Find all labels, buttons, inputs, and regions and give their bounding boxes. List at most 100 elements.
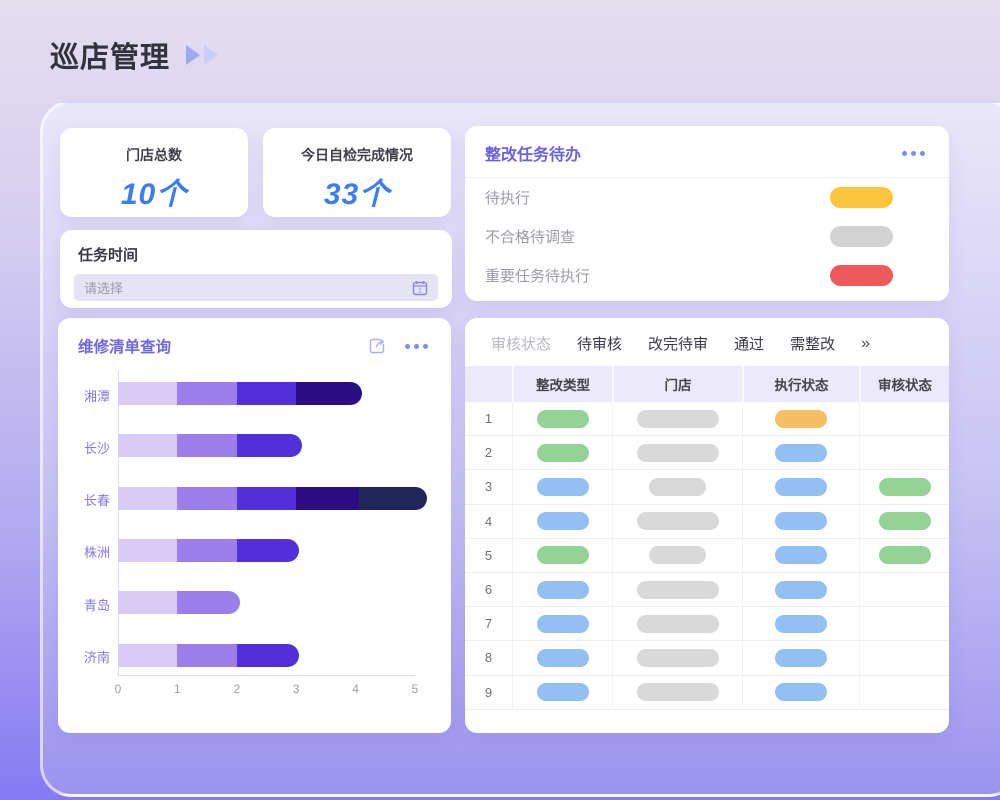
filter-label: 审核状态	[491, 336, 552, 353]
status-pill	[878, 477, 931, 496]
page-header: 巡店管理	[50, 34, 222, 76]
table-header-row: 整改类型 门店 执行状态 审核状态	[465, 366, 949, 402]
todo-card: 整改任务待办 待执行不合格待调查重要任务待执行	[465, 126, 949, 301]
table-row[interactable]: 2	[465, 436, 949, 471]
table-cell	[512, 641, 612, 675]
bar-segment	[236, 486, 297, 510]
category-label: 青岛	[83, 597, 110, 613]
table-cell	[612, 436, 742, 470]
tabs-overflow-chevron-icon[interactable]: »	[861, 334, 870, 352]
table-cell	[612, 675, 742, 709]
table-cell	[512, 675, 612, 709]
play-icon	[204, 45, 219, 65]
ellipsis-icon[interactable]	[405, 343, 428, 349]
table-cell	[512, 538, 612, 572]
bar-segment	[236, 643, 300, 667]
row-number: 9	[484, 684, 493, 700]
status-pill	[536, 477, 589, 496]
column-header: 审核状态	[859, 366, 949, 402]
title-arrows-icon	[186, 45, 222, 65]
status-pill	[536, 683, 589, 702]
date-picker-input[interactable]: 请选择 1	[74, 274, 438, 301]
table-cell	[742, 402, 859, 436]
task-time-label: 任务时间	[78, 247, 139, 264]
stat-card-store-total: 门店总数 10个	[60, 128, 248, 217]
todo-item[interactable]: 重要任务待执行	[465, 256, 949, 295]
row-number: 1	[484, 411, 493, 427]
table-cell	[512, 572, 612, 607]
bar-segment	[118, 538, 178, 562]
table-cell	[859, 538, 949, 572]
stat-card-self-check: 今日自检完成情况 33个	[263, 128, 451, 217]
x-tick-label: 1	[174, 682, 181, 696]
bar-segment	[236, 382, 297, 405]
table-row[interactable]: 8	[465, 641, 949, 676]
todo-item[interactable]: 不合格待调查	[465, 217, 949, 256]
column-header: 门店	[612, 366, 742, 402]
status-pill	[775, 546, 827, 565]
table-cell	[859, 504, 949, 538]
table-row[interactable]: 7	[465, 607, 949, 642]
table-row[interactable]: 5	[465, 538, 949, 573]
todo-item-label: 待执行	[485, 190, 531, 207]
table-cell	[742, 675, 859, 709]
status-pill	[775, 443, 827, 462]
chart-x-axis	[118, 675, 415, 676]
table-row[interactable]: 3	[465, 470, 949, 505]
status-pill	[830, 187, 893, 208]
calendar-icon[interactable]: 1	[412, 280, 428, 296]
filter-tab-3[interactable]: 需整改	[790, 336, 836, 353]
filter-tab-2[interactable]: 通过	[734, 336, 765, 353]
status-pill	[536, 614, 589, 633]
ellipsis-icon[interactable]	[902, 150, 925, 156]
table-cell	[512, 402, 612, 436]
table-cell	[612, 572, 742, 607]
x-tick-label: 3	[292, 682, 300, 696]
table-cell	[859, 470, 949, 504]
row-number: 7	[484, 616, 493, 632]
x-tick-label: 4	[352, 682, 359, 696]
table-cell	[742, 538, 859, 572]
table-cell	[859, 436, 949, 470]
status-pill	[775, 614, 827, 633]
table-cell	[512, 470, 612, 504]
table-cell	[859, 675, 949, 709]
category-label: 湘潭	[83, 388, 110, 404]
svg-text:1: 1	[418, 287, 422, 294]
share-icon[interactable]	[367, 336, 387, 356]
status-pill	[649, 546, 706, 565]
filter-tab-1[interactable]: 改完待审	[648, 336, 709, 353]
table-row[interactable]: 6	[465, 572, 949, 608]
table-cell	[512, 504, 612, 538]
row-number: 4	[484, 513, 493, 529]
bar-segment	[118, 591, 178, 615]
status-pill	[636, 683, 719, 702]
table-cell	[512, 436, 612, 470]
status-pill	[536, 512, 589, 531]
stat-value: 33个	[323, 178, 391, 211]
tabs-container: 待审核 改完待审 通过 需整改	[577, 333, 835, 354]
status-pill	[775, 648, 827, 667]
table-cell	[742, 641, 859, 675]
bar-segment	[236, 434, 303, 458]
row-number: 2	[484, 445, 493, 461]
bar-segment	[296, 486, 359, 510]
table-row[interactable]: 1	[465, 402, 949, 437]
table-cell	[859, 607, 949, 641]
stacked-bar-chart: 湘潭 长沙 长春 株洲 青岛 济南 0 1 2 3 4 5	[58, 365, 451, 715]
filter-tab-0[interactable]: 待审核	[577, 336, 623, 353]
status-pill	[775, 409, 827, 428]
todo-item-label: 不合格待调查	[485, 229, 576, 246]
status-pill	[636, 512, 719, 531]
todo-card-title: 整改任务待办	[485, 147, 582, 164]
bar-segment	[118, 434, 178, 458]
table-cell	[612, 402, 742, 436]
stat-label: 今日自检完成情况	[301, 147, 413, 163]
stat-value: 10个	[120, 178, 188, 211]
table-cell	[742, 470, 859, 504]
todo-item[interactable]: 待执行	[465, 178, 949, 217]
column-header: 执行状态	[742, 366, 859, 402]
table-row[interactable]: 4	[465, 504, 949, 539]
status-pill	[830, 265, 893, 286]
table-row[interactable]: 9	[465, 675, 949, 710]
